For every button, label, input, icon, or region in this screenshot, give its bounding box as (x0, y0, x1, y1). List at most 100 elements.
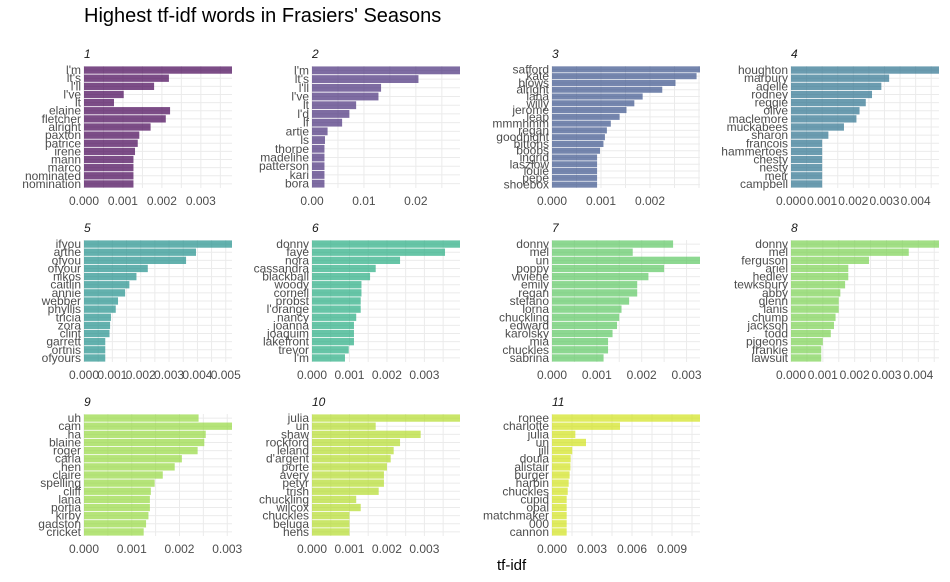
category-label: hammertoes (721, 144, 788, 158)
facet-label: 4 (791, 47, 798, 61)
bar (84, 289, 126, 297)
x-tick-label: 0.003 (212, 542, 242, 556)
x-tick-label: 0.000 (69, 368, 99, 382)
category-label: emily (521, 278, 549, 292)
category-label: adelle (756, 79, 788, 93)
bar (552, 503, 567, 512)
bar (552, 248, 633, 256)
category-label: chuckles (502, 484, 549, 498)
facet-label: 3 (552, 47, 559, 61)
bar (791, 305, 839, 313)
bar (84, 240, 232, 248)
category-label: bittons (514, 137, 549, 151)
bar (552, 430, 576, 438)
bar (312, 495, 357, 504)
category-label: spelling (40, 476, 81, 490)
category-label: leap (526, 110, 549, 124)
category-label: lt (75, 96, 82, 110)
category-label: donny (755, 237, 788, 251)
bar (312, 256, 401, 264)
bar (312, 127, 328, 136)
category-label: olive (763, 104, 788, 118)
bar (312, 110, 350, 118)
bar (312, 471, 384, 479)
category-label: blows (518, 76, 549, 90)
bar (552, 86, 663, 93)
bar (312, 281, 362, 289)
bar (552, 422, 620, 430)
x-tick-label: 0.005 (211, 368, 241, 382)
bar (791, 172, 823, 180)
bar (791, 90, 873, 99)
category-label: harbin (516, 476, 549, 490)
bar (791, 264, 849, 273)
category-label: l've (63, 87, 81, 101)
bar (552, 297, 630, 305)
category-label: boobs (516, 144, 549, 158)
category-label: pepe (522, 171, 549, 185)
bar (791, 74, 890, 82)
category-label: l'm (294, 351, 309, 365)
bar (791, 338, 823, 346)
category-label: cliff (63, 484, 81, 498)
category-label: lanis (763, 302, 788, 316)
x-tick-label: 0.004 (901, 194, 931, 208)
bar (84, 487, 151, 495)
bar (84, 180, 134, 188)
bar (552, 438, 586, 447)
category-label: phyllis (48, 302, 81, 316)
category-label: madeline (260, 151, 309, 165)
category-label: donny (516, 237, 549, 251)
x-tick-label: 0.001 (108, 194, 138, 208)
bar (312, 136, 325, 144)
category-label: maclemore (729, 112, 789, 126)
bar (791, 354, 822, 362)
category-label: alright (48, 120, 81, 134)
bar (84, 305, 116, 313)
bar (552, 100, 635, 107)
bar (84, 414, 199, 422)
category-label: trish (286, 484, 309, 498)
category-label: cassandra (254, 261, 310, 275)
bar (312, 144, 325, 153)
bar (552, 414, 700, 422)
bar (552, 528, 567, 536)
bar (552, 487, 568, 495)
category-label: lana (526, 90, 549, 104)
x-tick-label: 0.002 (840, 368, 870, 382)
bar (791, 321, 834, 330)
category-label: hens (283, 525, 309, 539)
bar (552, 256, 700, 264)
category-label: ls (300, 133, 309, 147)
bar (552, 512, 567, 520)
x-tick-label: 0.001 (808, 368, 838, 382)
bar (312, 438, 401, 447)
category-label: un (536, 435, 549, 449)
category-label: irene (54, 144, 81, 158)
bar (84, 438, 205, 447)
bar (552, 93, 643, 100)
x-tick-label: 0.001 (334, 368, 364, 382)
bar (84, 471, 163, 479)
bar (84, 264, 148, 273)
bar (312, 463, 387, 471)
category-label: donny (276, 237, 309, 251)
category-label: chuckles (502, 343, 549, 357)
bar (791, 272, 849, 281)
category-label: meir (765, 169, 788, 183)
x-tick-label: 0.000 (69, 542, 99, 556)
x-tick-label: 0.003 (409, 368, 439, 382)
chart-title: Highest tf-idf words in Frasiers' Season… (84, 5, 442, 27)
x-tick-label: 0.000 (69, 194, 99, 208)
bar (84, 520, 147, 528)
category-label: l'll (299, 81, 309, 95)
bar (312, 414, 460, 422)
x-tick-label: 0.002 (635, 194, 665, 208)
category-label: cornell (274, 286, 309, 300)
bar (312, 66, 460, 75)
bar (312, 321, 354, 330)
bar (552, 154, 598, 161)
bar (791, 329, 831, 338)
category-label: un (296, 419, 309, 433)
